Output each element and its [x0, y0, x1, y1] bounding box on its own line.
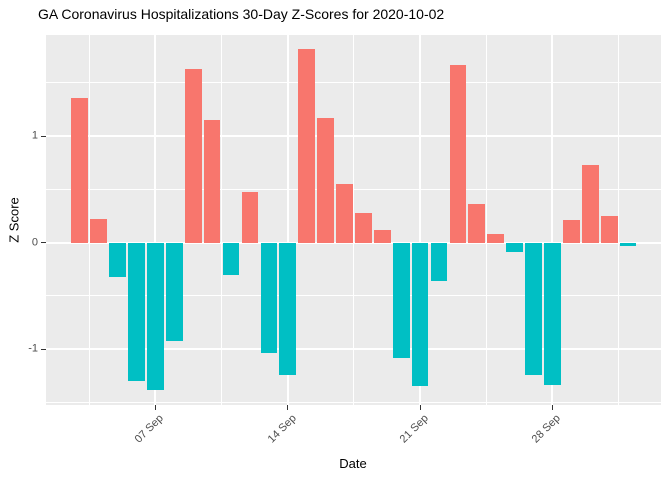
- gridline-major-vertical: [419, 35, 422, 405]
- y-tick-mark: [41, 135, 46, 137]
- gridline-minor-vertical: [221, 35, 223, 405]
- bar-01-oct: [600, 216, 618, 243]
- bar-04-sep: [90, 219, 108, 243]
- bar-28-sep: [544, 242, 561, 386]
- x-tick-label: 07 Sep: [133, 412, 167, 446]
- bar-02-oct: [619, 242, 637, 246]
- bar-09-sep: [184, 69, 202, 243]
- bar-07-sep: [147, 242, 164, 390]
- y-tick-mark: [41, 242, 46, 244]
- gridline-minor-vertical: [353, 35, 355, 405]
- x-tick-label: 14 Sep: [265, 412, 299, 446]
- y-tick-label: 1: [31, 129, 38, 142]
- bar-06-sep: [128, 242, 145, 382]
- bar-18-sep: [355, 212, 372, 243]
- gridline-major-vertical: [154, 35, 157, 405]
- x-tick-label: 21 Sep: [397, 412, 431, 446]
- bar-16-sep: [317, 118, 334, 243]
- x-tick-mark: [551, 405, 553, 410]
- x-tick-mark: [287, 405, 289, 410]
- bar-22-sep: [430, 242, 448, 282]
- bar-20-sep: [392, 242, 410, 358]
- gridline-minor-vertical: [88, 35, 90, 405]
- gridline-major-horizontal: [46, 135, 661, 138]
- bar-10-sep: [203, 120, 221, 243]
- x-tick-mark: [419, 405, 421, 410]
- gridline-major-horizontal: [46, 348, 661, 351]
- bar-15-sep: [298, 48, 316, 243]
- bar-14-sep: [279, 242, 297, 375]
- bar-29-sep: [563, 220, 580, 243]
- bar-08-sep: [165, 242, 183, 341]
- bar-24-sep: [468, 204, 486, 243]
- bar-05-sep: [109, 242, 126, 277]
- bar-27-sep: [525, 242, 542, 375]
- plot-panel: [46, 35, 661, 405]
- bar-11-sep: [222, 242, 240, 275]
- bar-21-sep: [411, 242, 429, 387]
- bar-12-sep: [241, 191, 259, 243]
- bar-25-sep: [487, 234, 505, 243]
- gridline-major-vertical: [286, 35, 289, 405]
- bar-23-sep: [449, 64, 467, 243]
- gridline-minor-vertical: [618, 35, 620, 405]
- gridline-minor-vertical: [485, 35, 487, 405]
- bar-26-sep: [506, 242, 523, 253]
- bar-13-sep: [260, 242, 278, 354]
- bar-03-sep: [71, 97, 89, 243]
- y-axis-title: Z Score: [6, 197, 22, 243]
- x-tick-mark: [154, 405, 156, 410]
- bar-17-sep: [336, 184, 353, 243]
- bar-30-sep: [581, 164, 599, 243]
- x-tick-label: 28 Sep: [530, 412, 564, 446]
- chart-title: GA Coronavirus Hospitalizations 30-Day Z…: [38, 6, 445, 22]
- y-tick-label: -1: [28, 342, 38, 355]
- y-tick-mark: [41, 348, 46, 350]
- x-axis-title: Date: [339, 456, 367, 471]
- gridline-major-vertical: [551, 35, 554, 405]
- bar-19-sep: [373, 229, 391, 243]
- y-tick-label: 0: [31, 236, 38, 249]
- gridline-major-horizontal: [46, 241, 661, 244]
